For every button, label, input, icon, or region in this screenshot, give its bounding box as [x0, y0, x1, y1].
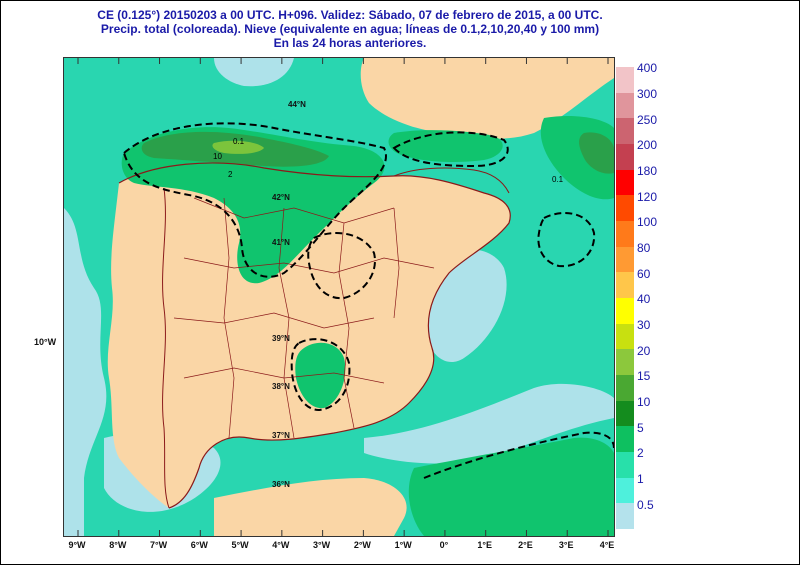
title-line-3: En las 24 horas anteriores.: [273, 36, 427, 50]
lat-label-44n: 44°N: [288, 100, 306, 109]
x-tick-label: 8°W: [109, 540, 127, 550]
lat-label-41n: 41°N: [272, 238, 290, 247]
lat-label-39n: 39°N: [272, 334, 290, 343]
legend-label: 400: [637, 61, 658, 76]
x-tick-label: 7°W: [149, 540, 168, 550]
x-tick-label: 4°W: [272, 540, 290, 550]
snow-isoline-south: [290, 338, 351, 412]
legend-label: 80: [637, 240, 651, 255]
x-tick-label: 3°E: [558, 540, 574, 550]
legend-swatch: [616, 118, 634, 145]
legend-swatch: [616, 272, 634, 299]
legend-label: 100: [637, 215, 658, 230]
portugal-border: [162, 187, 170, 509]
legend-swatch: [616, 426, 634, 453]
legend-swatch: [616, 477, 634, 504]
legend-swatch: [616, 452, 634, 479]
legend-label: 30: [637, 317, 651, 332]
lat-label-38n: 38°N: [272, 382, 290, 391]
title-line-1: CE (0.125°) 20150203 a 00 UTC. H+096. Va…: [97, 8, 603, 22]
legend-label: 15: [637, 369, 651, 384]
africa-dry-land: [214, 478, 407, 536]
legend-label: 5: [637, 420, 644, 435]
map-canvas: [64, 58, 614, 536]
legend-swatch: [616, 503, 634, 530]
snow-isoline-north: [122, 122, 387, 278]
legend-swatch: [616, 221, 634, 248]
lat-label-37n: 37°N: [272, 431, 290, 440]
x-tick-label: 2°E: [518, 540, 533, 550]
legend-swatch: [616, 400, 634, 427]
algerian-medium-precip: [408, 437, 614, 536]
atlantic-trace-area: [64, 208, 107, 536]
x-tick-label: 1°W: [394, 540, 412, 550]
legend-swatch: [616, 195, 634, 222]
legend-label: 300: [637, 86, 658, 101]
lat-label-42n: 42°N: [272, 193, 290, 202]
cantabrian-medium-precip: [121, 127, 385, 284]
snow-isolines: [122, 122, 614, 479]
isoline-label: 0.1: [233, 137, 245, 146]
x-tick-label: 3°W: [313, 540, 331, 550]
legend-swatch: [616, 349, 634, 376]
legend-label: 40: [637, 292, 651, 307]
legend-swatch: [616, 67, 634, 94]
legend-swatch: [616, 246, 634, 273]
legend-swatch: [616, 298, 634, 325]
legend-swatch: [616, 92, 634, 119]
alboran-trace-area: [364, 383, 614, 464]
legend-label: 180: [637, 163, 658, 178]
title-line-2: Precip. total (coloreada). Nieve (equiva…: [100, 22, 600, 36]
legend-label: 2: [637, 446, 644, 461]
south-central-medium-precip: [295, 342, 346, 409]
x-tick-label: 2°W: [353, 540, 371, 550]
legend-swatch: [616, 169, 634, 196]
legend-label: 0.5: [637, 497, 654, 512]
x-tick-label: 1°E: [477, 540, 492, 550]
biscay-trace-area: [214, 58, 294, 87]
france-spain-border: [393, 167, 510, 194]
x-tick-label: 9°W: [68, 540, 86, 550]
gulf-of-lion-heavy-precip: [579, 132, 614, 174]
snow-isoline-east: [537, 212, 596, 268]
x-tick-label: 5°W: [231, 540, 249, 550]
legend-swatch: [616, 323, 634, 350]
cantabrian-very-heavy-precip: [212, 140, 264, 154]
lat-label-36n: 36°N: [272, 480, 290, 489]
iberia-dry-land: [107, 163, 511, 508]
legend-label: 250: [637, 112, 658, 127]
legend-swatch: [616, 144, 634, 171]
legend-label: 60: [637, 266, 651, 281]
x-tick-label: 0°: [439, 540, 449, 550]
precipitation-map: [63, 57, 615, 537]
legend-label: 200: [637, 138, 658, 153]
x-tick-label: 6°W: [190, 540, 208, 550]
figure-title: CE (0.125°) 20150203 a 00 UTC. H+096. Va…: [0, 8, 700, 50]
isoline-label: 2: [228, 170, 233, 179]
legend-label: 10: [637, 394, 651, 409]
snow-isoline-central: [307, 232, 376, 300]
snow-isoline-pyrenees: [392, 131, 509, 168]
legend-label: 120: [637, 189, 658, 204]
x-tick-label: 4°E: [599, 540, 615, 550]
y-axis-label: 10°W: [34, 337, 57, 347]
legend-label: 20: [637, 343, 651, 358]
balearic-sea-trace-area: [427, 249, 507, 363]
snow-isoline-africa: [423, 431, 614, 479]
legend-swatch: [616, 375, 634, 402]
isoline-label: 10: [213, 152, 222, 161]
legend-label: 1: [637, 471, 644, 486]
iberia-coastline: [118, 162, 511, 509]
isoline-label: 0.1: [552, 175, 564, 184]
precip-legend: [616, 67, 634, 530]
graticule-ticks: [77, 58, 609, 536]
